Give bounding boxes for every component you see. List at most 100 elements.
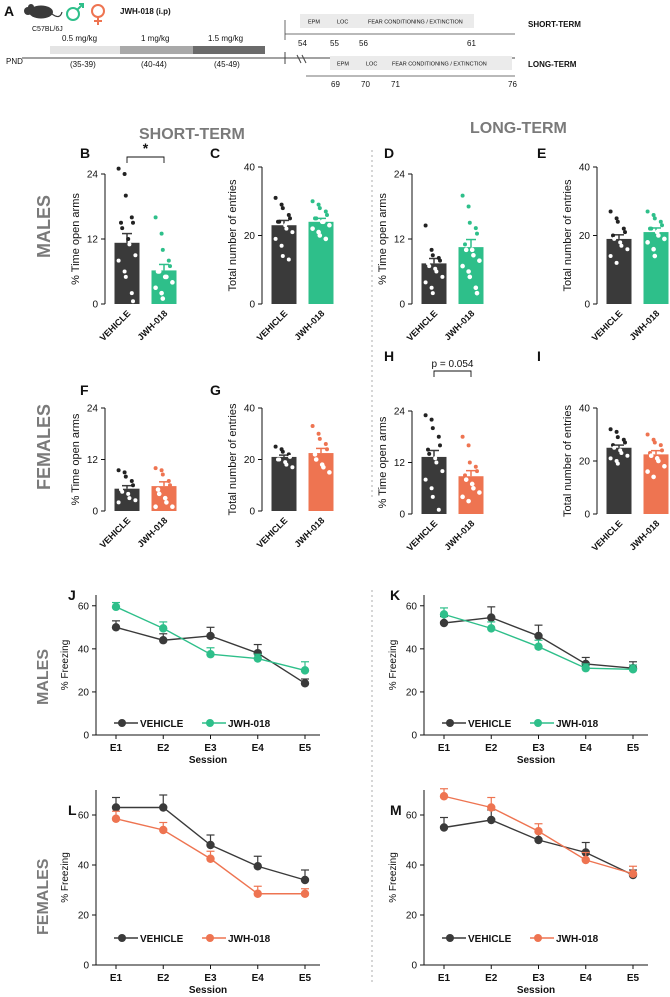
y-tick-label: 24	[394, 170, 406, 181]
data-point	[612, 445, 617, 450]
data-point	[429, 285, 434, 290]
data-point	[463, 242, 467, 247]
data-point	[440, 469, 445, 474]
y-axis-title: % Freezing	[60, 852, 71, 903]
data-point	[475, 469, 479, 474]
legend-marker	[118, 719, 126, 727]
line-chart-j: J 0 20 40 60 % Freezing E1 E2 E3 E4 E5 Session VEHIC…	[60, 587, 320, 766]
x-tick-label: E2	[157, 973, 170, 984]
x-tick-label: E4	[580, 973, 593, 984]
bar-vehicle	[114, 488, 140, 511]
data-point	[487, 613, 496, 622]
data-point	[153, 285, 158, 291]
legend-label-jwh-018: JWH-018	[556, 719, 599, 730]
data-point	[166, 478, 171, 483]
data-point	[290, 230, 295, 235]
data-point	[608, 427, 613, 432]
significance-bracket	[433, 370, 472, 377]
dose-bar-3	[193, 46, 265, 54]
x-tick-label: E4	[580, 743, 593, 754]
data-point	[651, 474, 656, 480]
data-point	[122, 470, 127, 475]
data-point	[116, 166, 121, 171]
data-point	[126, 237, 131, 241]
y-axis-title: % Freezing	[388, 640, 399, 691]
y-tick-label: 40	[579, 404, 591, 415]
data-point	[658, 443, 663, 448]
x-tick-label-vehicle: VEHICLE	[98, 308, 133, 343]
y-tick-label: 0	[83, 731, 89, 742]
data-point	[159, 231, 164, 236]
y-tick-label: 20	[244, 231, 256, 242]
y-tick-label: 40	[406, 861, 418, 872]
data-point	[286, 212, 291, 217]
data-point	[123, 193, 128, 198]
bar-chart-g: G 0 20 40 Total number of entries VEHICLE JWH-…	[210, 382, 334, 550]
long-term-test-epm: EPM	[337, 62, 349, 68]
data-point	[487, 815, 496, 825]
x-tick-label-vehicle: VEHICLE	[590, 308, 625, 343]
bar-chart-e: E 0 20 40 Total number of entries VEHICLE JWH-…	[537, 145, 669, 343]
y-axis-title: % Freezing	[388, 852, 399, 903]
data-point	[487, 624, 496, 633]
data-point	[645, 209, 650, 214]
dose-label-2: 1 mg/kg	[141, 34, 169, 43]
legend-marker	[206, 934, 214, 942]
y-tick-label: 12	[394, 458, 406, 469]
y-tick-label: 40	[244, 163, 256, 174]
data-point	[652, 253, 658, 259]
series-vehicle	[439, 809, 638, 880]
data-point	[111, 803, 121, 812]
data-point	[581, 664, 590, 673]
x-tick-label: E3	[204, 973, 217, 984]
x-tick-label: E3	[204, 743, 217, 754]
data-point	[288, 454, 292, 459]
short-term-day-loc: 55	[330, 39, 339, 48]
data-point	[440, 274, 445, 279]
data-point	[473, 464, 478, 469]
pnd-range-2: (40-44)	[141, 60, 167, 69]
y-tick-label: 60	[78, 811, 90, 822]
data-point	[116, 500, 121, 505]
x-tick-label-jwh-018: JWH-018	[627, 308, 661, 342]
data-point	[280, 206, 285, 211]
y-axis-title: Total number of entries	[227, 179, 239, 291]
data-point	[122, 269, 127, 274]
data-point	[310, 199, 315, 204]
data-point	[300, 679, 310, 688]
long-term-end-day: 76	[508, 80, 517, 89]
x-tick-label: E3	[532, 743, 545, 754]
females-row-label-top: FEMALES	[34, 404, 54, 490]
data-point	[123, 274, 128, 279]
data-point	[160, 247, 165, 252]
data-point	[467, 220, 472, 225]
pnd-range-3: (45-49)	[214, 60, 240, 69]
data-point	[608, 254, 613, 259]
data-point	[651, 212, 656, 217]
y-tick-label: 0	[411, 961, 417, 972]
data-point	[129, 478, 134, 483]
x-axis-title: Session	[189, 755, 227, 766]
long-term-test-fc: FEAR CONDITIONING / EXTINCTION	[392, 62, 487, 68]
data-point	[477, 490, 482, 495]
data-point	[159, 825, 168, 835]
data-point	[439, 792, 449, 801]
males-row-label-bottom: MALES	[35, 649, 52, 705]
data-point	[662, 236, 667, 242]
data-point	[325, 212, 329, 217]
data-point	[321, 464, 326, 470]
data-point	[618, 240, 623, 245]
long-term-day-loc: 70	[361, 80, 370, 89]
data-point	[153, 504, 158, 510]
line-chart-m: M 0 20 40 60 % Freezing E1 E2 E3 E4 E5 Session VEHIC…	[388, 788, 648, 996]
mouse-icon	[24, 4, 63, 19]
data-point	[466, 269, 471, 274]
data-point	[133, 498, 138, 503]
pnd-label: PND	[6, 57, 23, 66]
legend-label-jwh-018: JWH-018	[228, 719, 271, 730]
females-row-label-bottom: FEMALES	[35, 858, 52, 935]
legend-label-vehicle: VEHICLE	[468, 719, 512, 730]
data-point	[460, 263, 465, 269]
data-point	[206, 854, 215, 863]
